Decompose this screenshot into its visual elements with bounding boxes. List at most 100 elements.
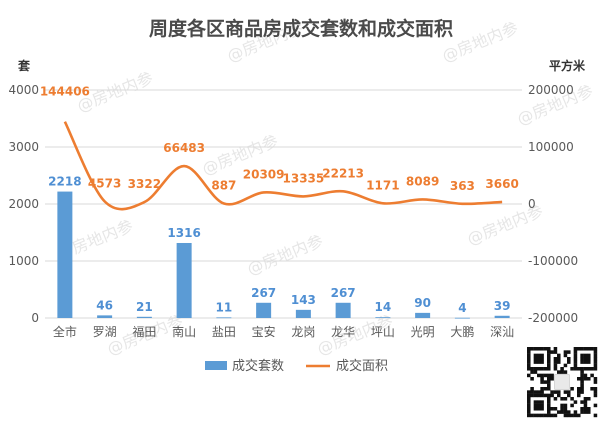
qr-module	[557, 410, 561, 414]
qr-module	[580, 347, 584, 351]
qr-module	[580, 380, 584, 384]
qr-module	[567, 350, 571, 354]
qr-module	[540, 377, 544, 381]
qr-module	[527, 347, 531, 351]
qr-module	[537, 400, 541, 404]
legend-swatch-bars	[205, 361, 227, 370]
left-tick-label: 4000	[8, 83, 39, 97]
qr-module	[567, 410, 571, 414]
qr-module	[567, 393, 571, 398]
legend: 成交套数 成交面积	[205, 358, 388, 374]
qr-module	[580, 360, 584, 364]
qr-module	[563, 410, 568, 414]
qr-module	[573, 410, 578, 414]
x-tick-label: 福田	[132, 324, 156, 339]
qr-module	[580, 373, 584, 378]
qr-module	[533, 353, 538, 358]
qr-module	[527, 407, 531, 411]
qr-module	[560, 410, 564, 414]
line-value-label: 20309	[243, 167, 285, 181]
qr-module	[563, 390, 568, 394]
qr-module	[580, 353, 584, 358]
qr-module	[557, 370, 561, 374]
bar-value-label: 2218	[48, 175, 81, 189]
left-tick-label: 0	[31, 311, 39, 325]
qr-module	[533, 413, 538, 418]
qr-module	[563, 370, 568, 374]
qr-code	[525, 345, 599, 419]
x-tick-label: 南山	[172, 324, 196, 339]
qr-module	[537, 403, 541, 408]
qr-module	[593, 367, 598, 371]
qr-module	[580, 370, 584, 374]
qr-module	[580, 383, 584, 388]
bar-value-label: 46	[96, 298, 113, 312]
qr-module	[593, 380, 598, 384]
qr-module	[590, 387, 594, 391]
qr-module	[567, 390, 571, 394]
bar-value-label: 21	[136, 300, 153, 314]
qr-module	[560, 397, 564, 401]
qr-module	[577, 367, 581, 371]
qr-module	[577, 347, 581, 351]
bar	[256, 302, 272, 318]
qr-module	[547, 387, 551, 391]
bar	[335, 302, 351, 318]
qr-module	[543, 393, 548, 398]
qr-module	[583, 353, 588, 358]
qr-module	[547, 347, 551, 351]
qr-module	[547, 407, 551, 411]
bar	[97, 315, 113, 318]
qr-module	[553, 363, 558, 368]
qr-module	[580, 410, 584, 414]
x-tick-label: 深汕	[490, 325, 514, 339]
qr-module	[527, 360, 531, 364]
qr-module	[593, 403, 598, 408]
qr-module	[570, 387, 574, 391]
qr-module	[573, 353, 578, 358]
qr-module	[583, 400, 588, 404]
qr-module	[573, 400, 578, 404]
qr-module	[577, 393, 581, 398]
qr-module	[547, 367, 551, 371]
qr-module	[530, 390, 534, 394]
qr-module	[527, 397, 531, 401]
qr-module	[583, 347, 588, 351]
qr-module	[540, 347, 544, 351]
qr-module	[537, 353, 541, 358]
qr-module	[533, 357, 538, 361]
qr-module	[560, 370, 564, 374]
qr-module	[540, 400, 544, 404]
qr-module	[573, 357, 578, 361]
qr-module	[553, 407, 558, 411]
qr-module	[593, 363, 598, 368]
qr-module	[547, 380, 551, 384]
qr-module	[557, 393, 561, 398]
qr-module	[593, 357, 598, 361]
qr-module	[587, 360, 591, 364]
qr-logo	[554, 374, 570, 390]
x-tick-label: 宝安	[252, 324, 276, 339]
line-value-label: 144406	[40, 85, 90, 99]
qr-module	[570, 413, 574, 418]
x-tick-label: 罗湖	[93, 324, 117, 339]
qr-module	[557, 390, 561, 394]
qr-module	[543, 347, 548, 351]
line-value-label: 887	[211, 178, 236, 192]
qr-module	[547, 373, 551, 378]
qr-module	[567, 357, 571, 361]
qr-module	[580, 407, 584, 411]
line-value-label: 1171	[366, 178, 399, 192]
qr-module	[560, 407, 564, 411]
legend-label-line: 成交面积	[336, 358, 388, 374]
qr-module	[537, 373, 541, 378]
gridlines	[45, 89, 522, 319]
x-tick-label: 龙岗	[291, 325, 315, 339]
qr-module	[580, 377, 584, 381]
bar-value-label: 39	[494, 299, 511, 313]
qr-module	[553, 397, 558, 401]
qr-module	[593, 347, 598, 351]
qr-module	[543, 373, 548, 378]
qr-module	[563, 407, 568, 411]
